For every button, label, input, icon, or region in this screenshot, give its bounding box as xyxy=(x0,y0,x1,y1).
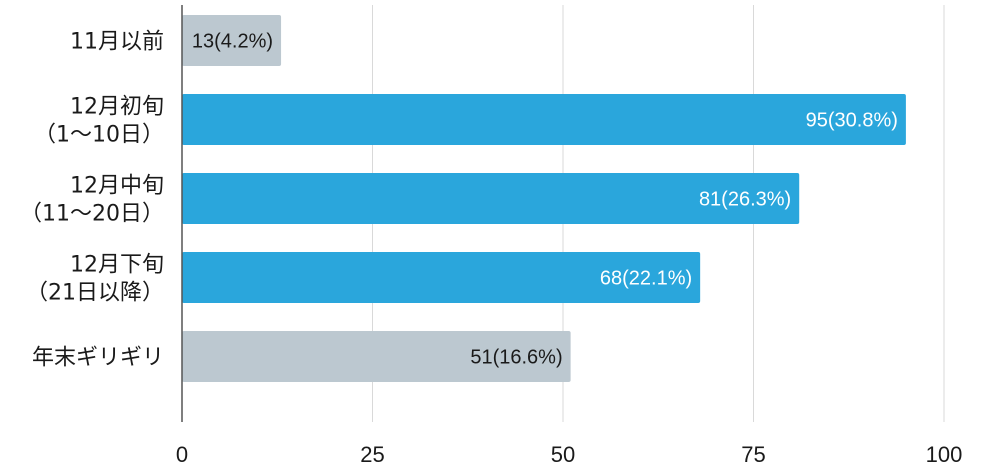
bar xyxy=(182,15,282,66)
bar xyxy=(182,94,906,145)
x-tick-label: 100 xyxy=(926,442,963,467)
bar-data-label: 13(4.2%) xyxy=(192,31,273,53)
category-label: 12月初旬 （1～10日） xyxy=(34,95,164,148)
labels: 0 25 50 75 100 13(4.2%) 11月以前 95(30.8%) 12月初旬 （1～… xyxy=(20,30,962,468)
category-label-line: （1～10日） xyxy=(34,123,164,148)
bar xyxy=(182,252,701,303)
category-label: 12月下旬 （21日以降） xyxy=(26,253,164,306)
category-label: 11月以前 xyxy=(70,30,164,55)
category-label-line: （11～20日） xyxy=(20,202,164,227)
bars xyxy=(182,15,906,382)
x-tick-label: 75 xyxy=(741,442,765,467)
bar-data-label: 81(26.3%) xyxy=(699,189,791,211)
bar-data-label: 95(30.8%) xyxy=(806,110,898,132)
bar-data-label: 68(22.1%) xyxy=(600,268,692,290)
x-tick-label: 25 xyxy=(360,442,384,467)
x-tick-label: 50 xyxy=(551,442,575,467)
category-label: 12月中旬 （11～20日） xyxy=(20,174,164,227)
category-label: 年末ギリギリ xyxy=(32,346,164,371)
bar xyxy=(182,331,571,382)
bar-data-label: 51(16.6%) xyxy=(470,347,562,369)
category-label-line: （21日以降） xyxy=(26,281,164,306)
category-label-line: 12月中旬 xyxy=(70,174,164,199)
category-label-line: 11月以前 xyxy=(70,30,164,55)
category-label-line: 12月下旬 xyxy=(70,253,164,278)
category-label-line: 12月初旬 xyxy=(70,95,164,120)
bar xyxy=(182,173,800,224)
category-label-line: 年末ギリギリ xyxy=(32,346,164,371)
x-tick-label: 0 xyxy=(176,442,188,467)
